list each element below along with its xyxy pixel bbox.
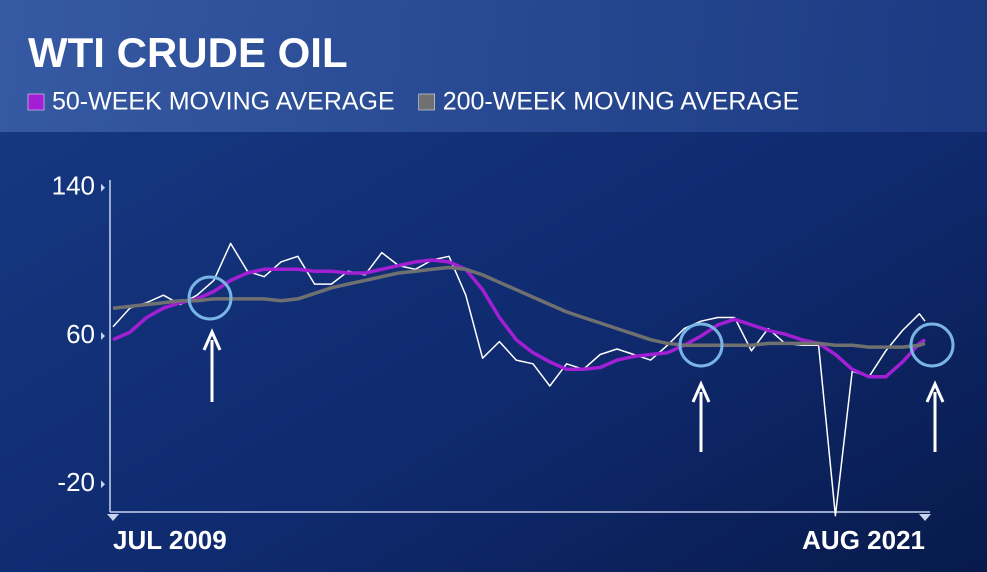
legend-label: 200-WEEK MOVING AVERAGE [443,88,800,116]
legend-swatch [418,93,435,111]
tick-mark [101,332,105,340]
tick-mark [101,480,105,489]
y-tick-label: -20 [57,467,95,497]
chart-title: WTI CRUDE OIL [28,29,348,76]
legend-swatch [27,93,45,111]
annotations [187,275,955,452]
series-line [112,265,926,349]
tick-mark [107,514,119,521]
arrow [202,328,222,402]
tick-mark [919,514,931,521]
x-tick-label: JUL 2009 [113,525,227,555]
x-tick-label: AUG 2021 [802,525,925,555]
arrow [925,380,945,452]
y-tick-label: 60 [66,319,95,349]
series-line [112,258,926,379]
header-band [0,0,987,132]
legend-label: 50-WEEK MOVING AVERAGE [52,88,395,116]
y-tick-label: 140 [52,171,95,201]
highlight-circle [909,322,955,368]
highlight-circle [187,275,233,321]
tick-mark [101,183,105,192]
highlight-circle [678,322,724,368]
arrow [691,380,711,452]
